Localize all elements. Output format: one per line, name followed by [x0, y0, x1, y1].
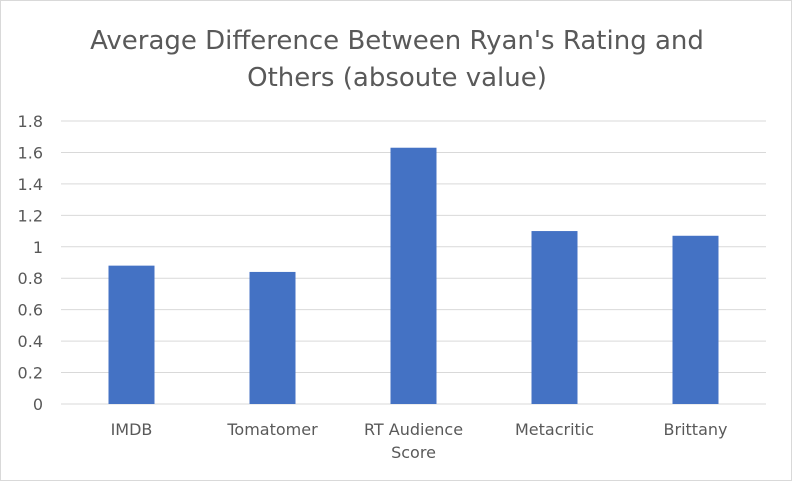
y-tick-label: 0.6	[18, 301, 43, 320]
y-tick-label: 0	[33, 395, 43, 414]
y-tick-label: 1.8	[18, 112, 43, 131]
bar	[672, 235, 719, 404]
x-category-label: Tomatomer	[226, 420, 318, 439]
chart-title-line-2: Others (absoute value)	[247, 63, 547, 93]
bars	[108, 147, 719, 404]
y-tick-label: 0.8	[18, 269, 43, 288]
x-category-label: Brittany	[664, 420, 728, 439]
y-tick-label: 0.2	[18, 364, 43, 383]
y-tick-label: 1.4	[18, 175, 43, 194]
x-axis-category-labels: IMDB Tomatomer RT Audience Score Metacritic B…	[111, 420, 728, 462]
bar	[531, 231, 578, 404]
x-category-label: RT Audience	[364, 420, 463, 439]
bar	[249, 271, 296, 404]
y-tick-label: 1	[33, 238, 43, 257]
bar	[390, 147, 437, 404]
chart-title-line-1: Average Difference Between Ryan's Rating…	[90, 26, 704, 56]
x-category-label: Metacritic	[515, 420, 594, 439]
x-category-label: IMDB	[111, 420, 153, 439]
chart-title: Average Difference Between Ryan's Rating…	[90, 26, 704, 93]
y-tick-label: 1.2	[18, 206, 43, 225]
y-tick-label: 1.6	[18, 143, 43, 162]
x-category-label: Score	[391, 443, 436, 462]
bar	[108, 265, 155, 404]
y-axis-tick-labels: 0 0.2 0.4 0.6 0.8 1 1.2 1.4 1.6 1.8	[18, 112, 43, 414]
y-tick-label: 0.4	[18, 332, 43, 351]
